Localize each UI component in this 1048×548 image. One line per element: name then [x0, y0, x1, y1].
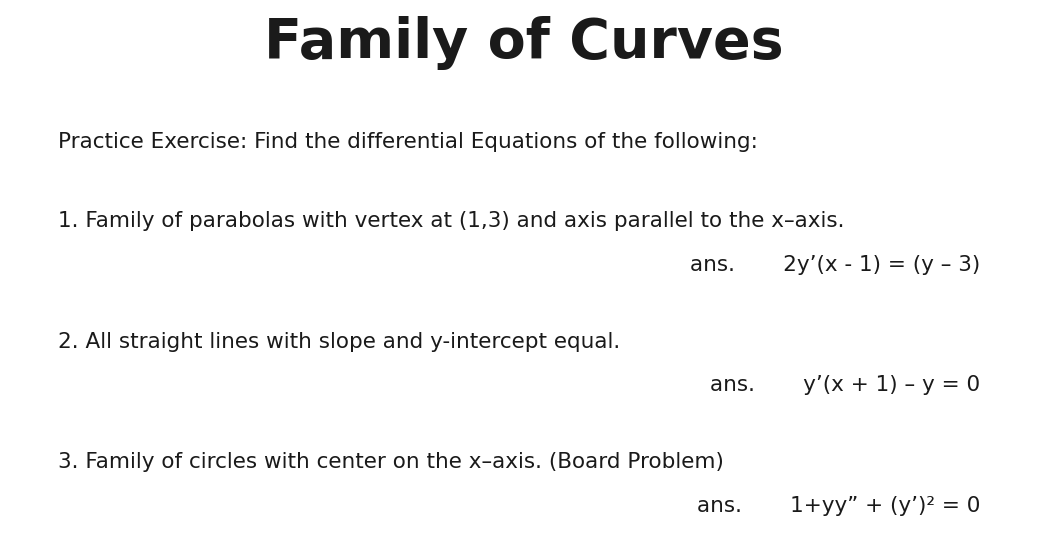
- Text: 3. Family of circles with center on the x–axis. (Board Problem): 3. Family of circles with center on the …: [58, 452, 723, 472]
- Text: ans.       2y’(x - 1) = (y – 3): ans. 2y’(x - 1) = (y – 3): [690, 255, 980, 275]
- Text: ans.       y’(x + 1) – y = 0: ans. y’(x + 1) – y = 0: [709, 375, 980, 395]
- Text: 1. Family of parabolas with vertex at (1,3) and axis parallel to the x–axis.: 1. Family of parabolas with vertex at (1…: [58, 211, 844, 231]
- Text: Practice Exercise: Find the differential Equations of the following:: Practice Exercise: Find the differential…: [58, 132, 758, 151]
- Text: ans.       1+yy” + (y’)² = 0: ans. 1+yy” + (y’)² = 0: [697, 496, 980, 516]
- Text: Family of Curves: Family of Curves: [264, 16, 784, 71]
- Text: 2. All straight lines with slope and y-intercept equal.: 2. All straight lines with slope and y-i…: [58, 332, 619, 351]
